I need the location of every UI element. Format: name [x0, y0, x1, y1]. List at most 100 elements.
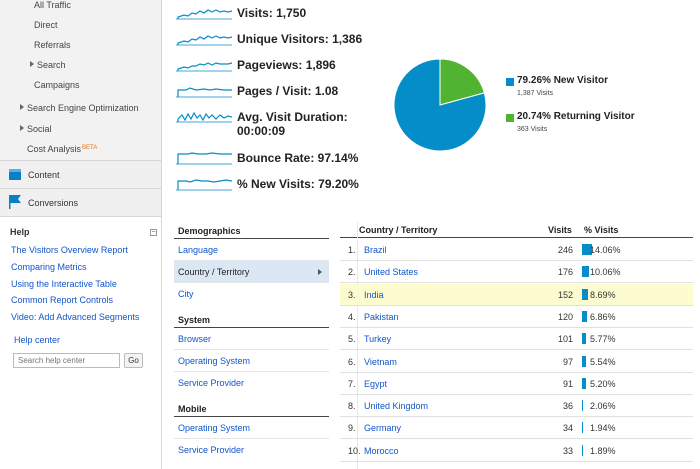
country-link[interactable]: Brazil — [364, 245, 387, 255]
visits-value: 152 — [557, 289, 573, 300]
row-number: 8. — [348, 401, 356, 412]
percent-bar — [582, 266, 590, 278]
percent-value: 5.20% — [590, 378, 616, 389]
expand-triangle-icon — [30, 61, 34, 67]
visits-value: 36 — [562, 401, 573, 412]
section-conversions-label: Conversions — [28, 198, 79, 208]
metric-value: 00:00:09 — [237, 124, 286, 138]
nav-seo[interactable]: Search Engine Optimization — [20, 103, 139, 113]
percent-value: 5.77% — [590, 334, 616, 345]
percent-bar — [582, 400, 584, 412]
nav-seo-label: Search Engine Optimization — [27, 103, 139, 113]
sparkline-icon — [176, 35, 232, 46]
country-link[interactable]: United Kingdom — [364, 401, 429, 412]
percent-bar — [582, 377, 586, 389]
percent-value: 10.06% — [590, 267, 621, 278]
dimension-language[interactable]: Language — [174, 239, 329, 261]
chevron-right-icon — [318, 269, 322, 275]
percent-bar — [582, 355, 586, 367]
help-link[interactable]: Video: Add Advanced Segments — [11, 312, 140, 322]
dimension-operating-system[interactable]: Operating System — [174, 350, 329, 372]
nav-referrals[interactable]: Referrals — [34, 40, 71, 50]
visits-value: 33 — [562, 445, 573, 456]
row-number: 9. — [348, 423, 356, 434]
sparkline-icon — [176, 87, 232, 98]
collapse-icon[interactable]: − — [150, 229, 157, 236]
row-number: 3. — [348, 289, 356, 300]
metric-label: Pageviews: 1,896 — [237, 58, 336, 72]
column-header-pct-visits[interactable]: % Visits — [584, 225, 619, 235]
country-link[interactable]: Pakistan — [364, 311, 399, 322]
table-row[interactable]: 5. Turkey 101 5.77% — [340, 328, 693, 351]
nav-search-label: Search — [37, 60, 66, 70]
table-row[interactable]: 1. Brazil 246 14.06% — [340, 239, 693, 261]
country-link[interactable]: United States — [364, 267, 419, 278]
column-header-country[interactable]: Country / Territory — [359, 225, 438, 235]
row-number: 7. — [348, 378, 356, 389]
country-link[interactable]: Egypt — [364, 378, 388, 389]
row-number: 5. — [348, 334, 356, 345]
country-link[interactable]: Morocco — [364, 445, 399, 456]
go-button[interactable]: Go — [124, 353, 143, 368]
legend-swatch — [506, 78, 514, 86]
help-link[interactable]: Common Report Controls — [11, 295, 114, 305]
pie-slice-new-visitor[interactable] — [393, 58, 487, 152]
help-center-link[interactable]: Help center — [14, 335, 61, 345]
sparkline-icon — [176, 9, 232, 20]
section-content[interactable]: Content — [0, 160, 161, 188]
table-row[interactable]: 2. United States 176 10.06% — [340, 261, 693, 284]
visits-value: 101 — [557, 334, 573, 345]
nav-search[interactable]: Search — [30, 60, 66, 70]
nav-cost-analysis[interactable]: Cost AnalysisBETA — [27, 144, 97, 154]
visits-value: 246 — [557, 245, 573, 255]
metric-label: Unique Visitors: 1,386 — [237, 32, 363, 46]
table-row[interactable]: 7. Egypt 91 5.20% — [340, 373, 693, 395]
nav-all-traffic[interactable]: All Traffic — [34, 0, 71, 10]
visits-value: 120 — [557, 311, 573, 322]
nav-social[interactable]: Social — [20, 124, 52, 134]
country-link[interactable]: India — [364, 289, 384, 300]
section-conversions[interactable]: Conversions — [0, 188, 161, 216]
table-row[interactable]: 9. Germany 34 1.94% — [340, 417, 693, 440]
legend-swatch — [506, 114, 514, 122]
pie-slice-returning-visitor[interactable] — [439, 58, 485, 106]
table-row[interactable]: 10. Morocco 33 1.89% — [340, 440, 693, 462]
help-link[interactable]: The Visitors Overview Report — [11, 245, 128, 255]
visitor-type-pie-chart[interactable] — [393, 58, 487, 152]
nav-direct[interactable]: Direct — [34, 20, 58, 30]
content-icon — [9, 169, 21, 180]
metric-label: Pages / Visit: 1.08 — [237, 84, 339, 98]
dimension-group-demographics: Demographics — [178, 226, 241, 236]
help-search-input[interactable] — [13, 353, 120, 368]
dimension-mobile-operating-system[interactable]: Operating System — [174, 417, 329, 439]
visits-value: 176 — [557, 267, 573, 278]
help-link[interactable]: Comparing Metrics — [11, 262, 87, 272]
dimension-city[interactable]: City — [178, 289, 194, 299]
divider — [174, 416, 329, 417]
country-link[interactable]: Vietnam — [364, 356, 397, 367]
nav-campaigns[interactable]: Campaigns — [34, 80, 80, 90]
percent-bar — [582, 244, 592, 255]
percent-bar — [582, 422, 584, 434]
sparkline-icon — [176, 62, 232, 72]
help-link[interactable]: Using the Interactive Table — [11, 279, 117, 289]
dimension-group-mobile: Mobile — [178, 404, 207, 414]
table-row[interactable]: 3. India 152 8.69% — [340, 283, 693, 306]
beta-badge: BETA — [82, 145, 98, 151]
row-number: 4. — [348, 311, 356, 322]
table-row[interactable]: 6. Vietnam 97 5.54% — [340, 351, 693, 373]
dimension-country-territory[interactable]: Country / Territory — [174, 261, 329, 283]
legend-visits: 1,387 Visits — [517, 90, 554, 97]
divider — [174, 238, 329, 239]
table-row[interactable]: 4. Pakistan 120 6.86% — [340, 306, 693, 328]
dimension-mobile-service-provider[interactable]: Service Provider — [178, 445, 245, 455]
country-link[interactable]: Turkey — [364, 334, 392, 345]
percent-value: 8.69% — [590, 289, 616, 300]
dimension-service-provider[interactable]: Service Provider — [178, 378, 245, 388]
column-header-visits[interactable]: Visits — [548, 225, 572, 235]
dimension-browser[interactable]: Browser — [174, 328, 329, 350]
country-link[interactable]: Germany — [364, 423, 402, 434]
legend-label: 20.74% Returning Visitor — [517, 111, 635, 122]
table-row[interactable]: 8. United Kingdom 36 2.06% — [340, 395, 693, 418]
metric-label: Visits: 1,750 — [237, 6, 307, 20]
